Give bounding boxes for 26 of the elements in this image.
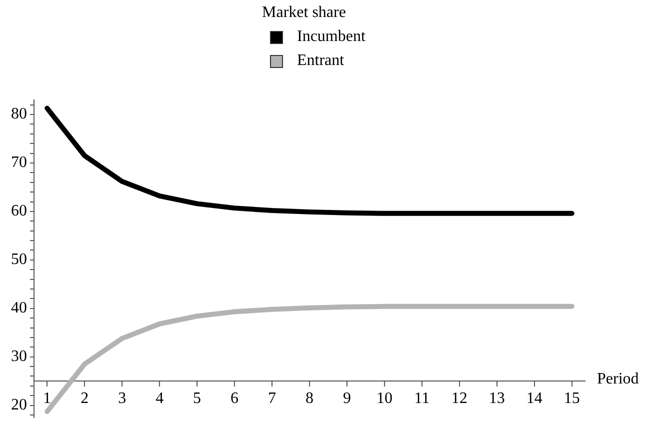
- x-tick-label: 13: [488, 390, 505, 407]
- y-tick-label: 80: [11, 106, 27, 123]
- y-tick-label: 50: [11, 251, 27, 268]
- x-tick-label: 14: [526, 390, 542, 407]
- x-tick-label: 2: [80, 390, 89, 407]
- x-tick-label: 11: [414, 390, 430, 407]
- x-tick-label: 3: [118, 390, 126, 407]
- x-tick-label: 8: [306, 390, 314, 407]
- legend-label: Incumbent: [297, 28, 366, 46]
- y-tick-label: 60: [11, 202, 27, 220]
- y-tick-label: 40: [11, 300, 27, 317]
- x-tick-label: 1: [43, 390, 52, 407]
- y-tick-label: 70: [11, 154, 27, 172]
- legend-label: Entrant: [297, 52, 344, 70]
- y-tick-label: 30: [11, 348, 27, 366]
- x-tick-label: 10: [376, 390, 392, 407]
- x-tick-label: 7: [268, 390, 276, 407]
- x-tick-label: 6: [230, 390, 239, 407]
- x-tick-label: 4: [156, 390, 164, 407]
- x-axis-title: Period: [597, 370, 639, 388]
- x-tick-label: 5: [193, 390, 202, 407]
- y-tick-label: 20: [11, 396, 27, 414]
- x-tick-label: 15: [564, 390, 580, 407]
- x-tick-label: 9: [342, 390, 351, 407]
- legend-title: Market share: [262, 4, 347, 22]
- x-tick-label: 12: [451, 390, 468, 407]
